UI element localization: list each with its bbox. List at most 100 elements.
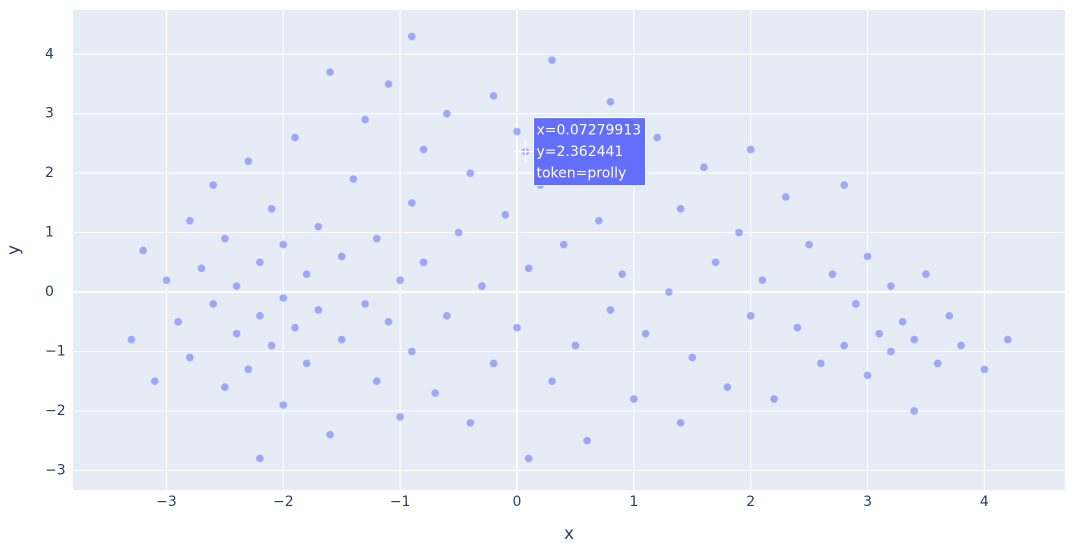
point <box>314 306 323 314</box>
point <box>1003 335 1012 344</box>
x-axis-label: x <box>564 524 574 544</box>
point <box>910 407 919 415</box>
point <box>197 264 206 273</box>
point <box>419 258 428 267</box>
point <box>653 133 662 142</box>
point <box>828 270 837 279</box>
point <box>256 454 264 463</box>
point <box>606 306 615 314</box>
point <box>232 329 241 338</box>
point <box>852 300 860 308</box>
point <box>606 98 615 106</box>
hover-text: x=0.07279913 <box>537 123 642 139</box>
point <box>887 282 895 290</box>
point <box>466 169 475 177</box>
point <box>711 258 720 267</box>
x-tick-label: −1 <box>390 494 411 510</box>
point <box>746 145 755 154</box>
point <box>361 300 369 308</box>
point <box>349 175 358 183</box>
point <box>384 80 393 88</box>
point <box>139 246 147 255</box>
point <box>770 395 778 403</box>
point <box>594 216 603 225</box>
y-tick-label: 3 <box>45 106 54 122</box>
point <box>337 335 346 344</box>
point <box>431 389 440 397</box>
point <box>279 240 288 249</box>
y-tick-label: −3 <box>45 462 66 478</box>
y-tick-label: 2 <box>45 165 54 181</box>
y-tick-label: 4 <box>45 46 54 62</box>
point <box>945 312 954 320</box>
point <box>548 377 556 386</box>
point <box>583 436 591 445</box>
point <box>630 395 638 403</box>
point <box>396 276 404 284</box>
point <box>676 419 685 427</box>
point <box>887 347 895 356</box>
point <box>408 32 416 41</box>
point <box>466 419 475 427</box>
point <box>746 312 755 320</box>
point <box>244 157 253 166</box>
point <box>571 341 580 350</box>
point <box>267 205 276 213</box>
point <box>863 371 872 380</box>
point <box>314 222 323 231</box>
x-tick-label: 1 <box>629 494 638 510</box>
point <box>244 365 253 374</box>
point <box>700 163 708 172</box>
hover-tooltip: x=0.07279913 y=2.362441 token=prolly <box>514 117 647 187</box>
point <box>209 181 218 189</box>
point <box>781 193 790 201</box>
point <box>863 252 872 261</box>
point <box>805 240 813 249</box>
y-tick-label: 1 <box>45 225 54 241</box>
point <box>396 413 404 421</box>
x-tick-label: 3 <box>863 494 872 510</box>
point <box>291 323 299 332</box>
point <box>267 341 276 350</box>
x-tick-label: 0 <box>513 494 522 510</box>
point <box>302 359 311 368</box>
point <box>980 365 989 374</box>
point <box>408 347 416 356</box>
point <box>279 401 288 409</box>
point <box>186 353 194 362</box>
point <box>933 359 942 368</box>
point <box>618 270 626 279</box>
point <box>454 228 463 237</box>
point <box>489 92 498 100</box>
point <box>337 252 346 261</box>
point <box>793 323 802 332</box>
point <box>513 127 521 136</box>
point <box>676 205 685 213</box>
point <box>443 312 451 320</box>
point <box>688 353 697 362</box>
y-tick-label: −1 <box>45 343 66 359</box>
point <box>840 341 848 350</box>
hover-box <box>533 117 647 187</box>
point <box>922 270 930 279</box>
point <box>326 68 334 76</box>
point <box>419 145 428 154</box>
point <box>524 264 533 273</box>
point <box>524 454 533 463</box>
point <box>513 323 521 332</box>
plot-background <box>73 10 1065 490</box>
x-tick-label: −2 <box>273 494 294 510</box>
point <box>302 270 311 279</box>
point <box>361 115 369 124</box>
point <box>478 282 486 290</box>
point <box>279 294 288 302</box>
point <box>174 317 182 326</box>
point <box>150 377 159 386</box>
point <box>501 210 510 219</box>
point <box>840 181 848 189</box>
point <box>443 109 451 118</box>
x-tick-label: −3 <box>156 494 177 510</box>
hover-text: y=2.362441 <box>537 144 624 160</box>
